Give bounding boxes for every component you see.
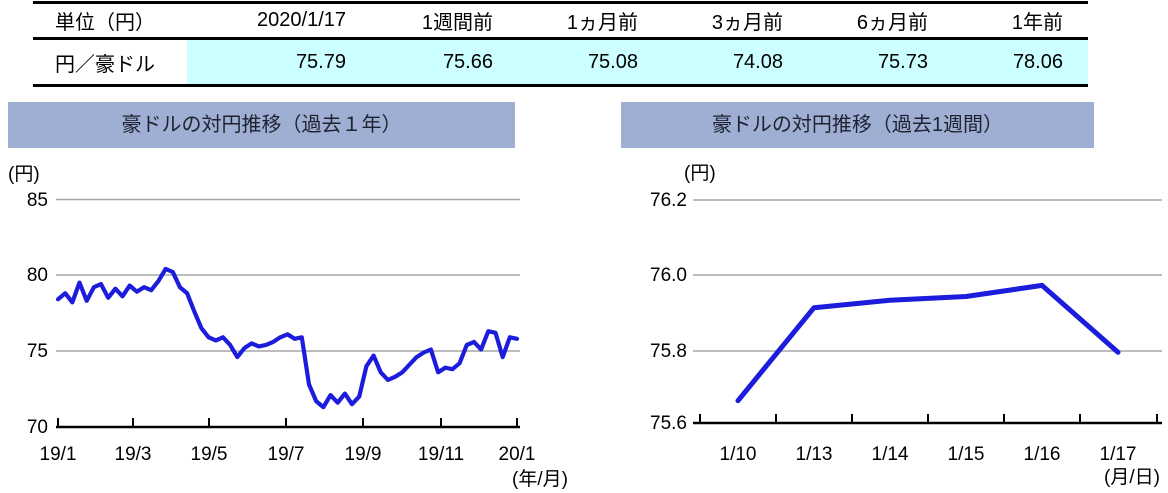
rate-1month-ago: 75.08 xyxy=(493,38,638,86)
x-tick-label: 1/13 xyxy=(796,444,833,465)
rate-3months-ago: 74.08 xyxy=(638,38,783,86)
y-tick-label: 76.2 xyxy=(650,190,687,211)
x-tick-label: 19/7 xyxy=(268,444,305,465)
exchange-rate-table: 単位（円） 2020/1/17 1週間前 1ヵ月前 3ヵ月前 6ヵ月前 1年前 … xyxy=(33,1,1088,87)
table-header-3months-ago: 3ヵ月前 xyxy=(711,12,783,34)
table-header-1week-ago: 1週間前 xyxy=(421,12,493,34)
x-tick-label: 19/9 xyxy=(345,444,382,465)
x-tick-label: 1/15 xyxy=(948,444,985,465)
y-tick-label: 80 xyxy=(27,265,48,286)
currency-pair-label: 円／豪ドル xyxy=(55,53,155,76)
table-header-1month-ago: 1ヵ月前 xyxy=(566,12,638,34)
y-tick-label: 75.8 xyxy=(650,341,687,362)
x-tick-label: 19/5 xyxy=(191,444,228,465)
table-header-6months-ago: 6ヵ月前 xyxy=(856,12,928,34)
x-tick-label: 1/17 xyxy=(1100,444,1137,465)
price-line-1week xyxy=(735,282,1121,404)
price-line-1year xyxy=(55,266,520,410)
x-tick-label: 19/11 xyxy=(418,444,464,465)
rate-6months-ago: 75.73 xyxy=(783,38,928,86)
y-tick-label: 75.6 xyxy=(650,413,687,434)
rate-1week-ago: 75.66 xyxy=(346,38,493,86)
table-header-date: 2020/1/17 xyxy=(257,9,346,31)
table-row: 円／豪ドル 75.79 75.66 75.08 74.08 75.73 78.0… xyxy=(33,38,1088,86)
chart-title-1year: 豪ドルの対円推移（過去１年） xyxy=(8,102,515,148)
y-tick-label: 76.0 xyxy=(650,265,687,286)
table-header-unit: 単位（円） xyxy=(55,12,155,34)
y-tick-label: 70 xyxy=(27,417,48,438)
y-axis-unit-label: (円) xyxy=(8,164,40,185)
chart-1year: (円) 85 80 75 70 19/1 19/3 19/5 19/7 19/9… xyxy=(8,164,568,490)
y-tick-label: 85 xyxy=(27,190,48,211)
chart-1week: (円) 76.2 76.0 75.8 75.6 1/10 1/13 1/14 1… xyxy=(650,163,1162,488)
x-tick-label: 19/3 xyxy=(115,444,152,465)
x-axis-unit-label: (年/月) xyxy=(512,468,568,490)
x-tick-label: 1/14 xyxy=(872,444,909,465)
x-tick-label: 19/1 xyxy=(40,444,77,465)
x-tick-label: 1/16 xyxy=(1024,444,1061,465)
rate-1year-ago: 78.06 xyxy=(928,38,1088,86)
chart-title-1week: 豪ドルの対円推移（過去1週間） xyxy=(621,102,1094,148)
x-tick-label: 20/1 xyxy=(499,444,536,465)
x-axis-unit-label: (月/日) xyxy=(1104,467,1160,488)
rate-latest: 75.79 xyxy=(187,38,346,86)
y-axis-unit-label: (円) xyxy=(684,163,716,184)
y-tick-label: 75 xyxy=(27,341,48,362)
x-tick-label: 1/10 xyxy=(720,444,757,465)
table-header-1year-ago: 1年前 xyxy=(1011,12,1063,34)
table-header-row: 単位（円） 2020/1/17 1週間前 1ヵ月前 3ヵ月前 6ヵ月前 1年前 xyxy=(33,3,1088,39)
